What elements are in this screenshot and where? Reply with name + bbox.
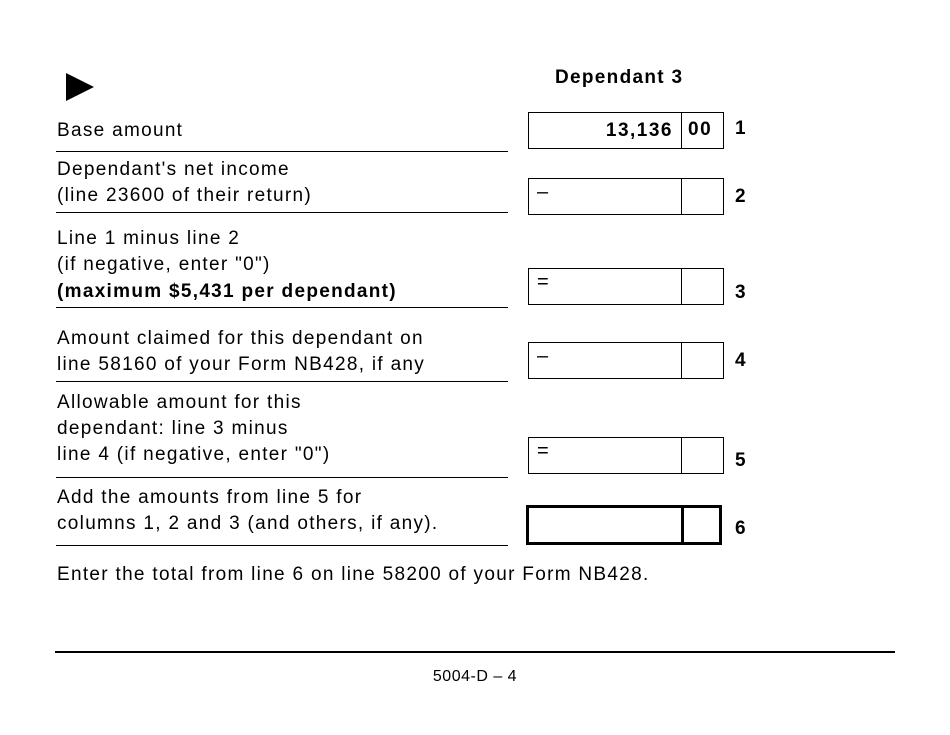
line-3-cents-field[interactable] bbox=[681, 269, 725, 304]
line-number: 2 bbox=[735, 186, 746, 207]
line-3-label: (maximum $5,431 per dependant) bbox=[57, 281, 397, 302]
line-number: 1 bbox=[735, 118, 746, 139]
line-6-cents-field[interactable] bbox=[681, 508, 727, 542]
line-3-label: (if negative, enter "0") bbox=[57, 254, 271, 275]
instruction-text: Enter the total from line 6 on line 5820… bbox=[57, 564, 650, 585]
line-1-amount: 13,136 bbox=[605, 120, 673, 141]
line-2-cents-field[interactable] bbox=[681, 179, 725, 214]
line-number: 3 bbox=[735, 282, 746, 303]
line-1-cents-field[interactable]: 00 bbox=[681, 113, 725, 148]
divider bbox=[56, 545, 508, 546]
arrow-icon bbox=[66, 73, 94, 101]
line-2-field[interactable]: – bbox=[528, 178, 724, 215]
line-5-label: Allowable amount for this bbox=[57, 392, 302, 413]
line-1-field[interactable]: 13,136 00 bbox=[528, 112, 724, 149]
line-5-field[interactable]: = bbox=[528, 437, 724, 474]
line-2-label: Dependant's net income bbox=[57, 159, 290, 180]
equals-sign: = bbox=[537, 271, 549, 293]
page-number: 5004-D – 4 bbox=[432, 668, 518, 685]
line-1-label: Base amount bbox=[57, 120, 184, 141]
line-2-label: (line 23600 of their return) bbox=[57, 185, 313, 206]
divider bbox=[56, 151, 508, 152]
line-number: 6 bbox=[735, 518, 746, 539]
divider bbox=[56, 381, 508, 382]
divider bbox=[56, 212, 508, 213]
line-4-field[interactable]: – bbox=[528, 342, 724, 379]
line-6-label: Add the amounts from line 5 for bbox=[57, 487, 363, 508]
equals-sign: = bbox=[537, 440, 549, 462]
divider bbox=[56, 307, 508, 308]
line-4-cents-field[interactable] bbox=[681, 343, 725, 378]
line-number: 4 bbox=[735, 350, 746, 371]
line-number: 5 bbox=[735, 450, 746, 471]
minus-sign: – bbox=[537, 181, 549, 203]
line-5-label: dependant: line 3 minus bbox=[57, 418, 289, 439]
column-title: Dependant 3 bbox=[555, 67, 684, 88]
divider bbox=[56, 477, 508, 478]
line-6-field[interactable] bbox=[526, 505, 722, 545]
line-5-cents-field[interactable] bbox=[681, 438, 725, 473]
line-3-label: Line 1 minus line 2 bbox=[57, 228, 241, 249]
line-4-label: line 58160 of your Form NB428, if any bbox=[57, 354, 426, 375]
footer-rule bbox=[55, 651, 895, 653]
line-5-label: line 4 (if negative, enter "0") bbox=[57, 444, 331, 465]
line-3-field[interactable]: = bbox=[528, 268, 724, 305]
minus-sign: – bbox=[537, 345, 549, 367]
line-1-cents: 00 bbox=[688, 119, 713, 140]
line-6-label: columns 1, 2 and 3 (and others, if any). bbox=[57, 513, 439, 534]
line-4-label: Amount claimed for this dependant on bbox=[57, 328, 424, 349]
